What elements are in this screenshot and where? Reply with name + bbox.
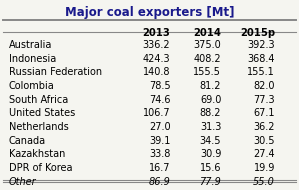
Text: 77.9: 77.9: [199, 177, 221, 187]
Text: 78.5: 78.5: [149, 81, 170, 91]
Text: 375.0: 375.0: [193, 40, 221, 50]
Text: 336.2: 336.2: [143, 40, 170, 50]
Text: Kazakhstan: Kazakhstan: [9, 149, 65, 159]
Text: 86.9: 86.9: [149, 177, 170, 187]
Text: 155.1: 155.1: [247, 67, 275, 77]
Text: 81.2: 81.2: [200, 81, 221, 91]
Text: Colombia: Colombia: [9, 81, 55, 91]
Text: 27.0: 27.0: [149, 122, 170, 132]
Text: South Africa: South Africa: [9, 95, 68, 105]
Text: 106.7: 106.7: [143, 108, 170, 118]
Text: 34.5: 34.5: [200, 136, 221, 146]
Text: 27.4: 27.4: [254, 149, 275, 159]
Text: 424.3: 424.3: [143, 54, 170, 64]
Text: 15.6: 15.6: [200, 163, 221, 173]
Text: Indonesia: Indonesia: [9, 54, 56, 64]
Text: 408.2: 408.2: [194, 54, 221, 64]
Text: 77.3: 77.3: [254, 95, 275, 105]
Text: DPR of Korea: DPR of Korea: [9, 163, 72, 173]
Text: 2015p: 2015p: [240, 28, 275, 38]
Text: 30.5: 30.5: [254, 136, 275, 146]
Text: 82.0: 82.0: [254, 81, 275, 91]
Text: 19.9: 19.9: [254, 163, 275, 173]
Text: Canada: Canada: [9, 136, 46, 146]
Text: 16.7: 16.7: [149, 163, 170, 173]
Text: 69.0: 69.0: [200, 95, 221, 105]
Text: 39.1: 39.1: [149, 136, 170, 146]
Text: 140.8: 140.8: [143, 67, 170, 77]
Text: Russian Federation: Russian Federation: [9, 67, 102, 77]
Text: Major coal exporters [Mt]: Major coal exporters [Mt]: [65, 6, 234, 19]
Text: 155.5: 155.5: [193, 67, 221, 77]
Text: Other: Other: [9, 177, 36, 187]
Text: 88.2: 88.2: [200, 108, 221, 118]
Text: United States: United States: [9, 108, 75, 118]
Text: 30.9: 30.9: [200, 149, 221, 159]
Text: 2014: 2014: [193, 28, 221, 38]
Text: 2013: 2013: [143, 28, 170, 38]
Text: 74.6: 74.6: [149, 95, 170, 105]
Text: Australia: Australia: [9, 40, 52, 50]
Text: Netherlands: Netherlands: [9, 122, 69, 132]
Text: 33.8: 33.8: [149, 149, 170, 159]
Text: 368.4: 368.4: [248, 54, 275, 64]
Text: 392.3: 392.3: [248, 40, 275, 50]
Text: 31.3: 31.3: [200, 122, 221, 132]
Text: 67.1: 67.1: [254, 108, 275, 118]
Text: 55.0: 55.0: [253, 177, 275, 187]
Text: 36.2: 36.2: [254, 122, 275, 132]
